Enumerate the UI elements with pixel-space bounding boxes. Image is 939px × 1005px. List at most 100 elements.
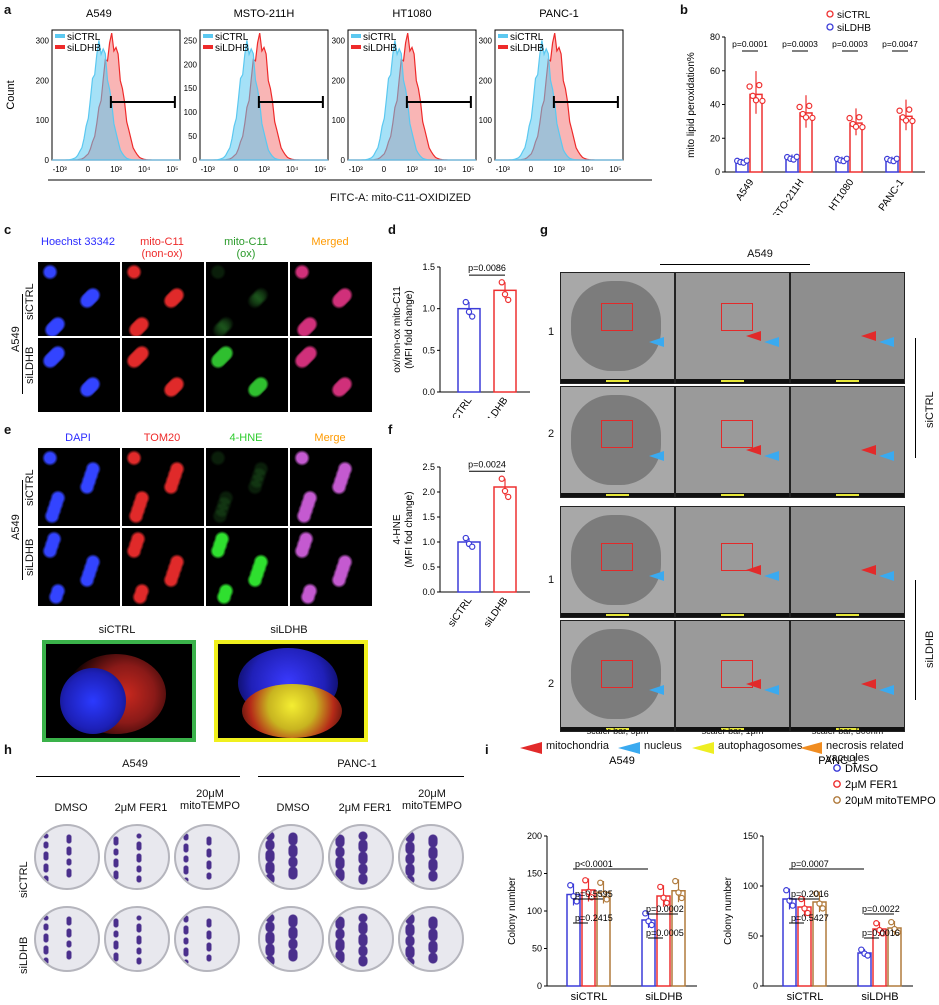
legend-ctrl-0: siCTRL xyxy=(67,32,101,43)
em-image-1-1 xyxy=(675,386,790,498)
em-image-1-2 xyxy=(790,386,905,498)
nucleus-arrow-icon xyxy=(879,685,894,695)
xtick-2-1: 0 xyxy=(382,165,387,174)
f-ylabel-1: (MFI fod change) xyxy=(404,491,415,567)
em-scalebar-3-2 xyxy=(791,727,904,731)
ytick-1-4: 200 xyxy=(184,60,198,69)
panel-e-group-line xyxy=(22,480,23,580)
panel-letter-i: i xyxy=(485,742,489,757)
ytick-3-3: 300 xyxy=(479,36,493,45)
em-zoom-box-0-0 xyxy=(601,303,633,331)
ytick-3-0: 0 xyxy=(488,156,493,165)
d-1-point-0 xyxy=(498,279,506,286)
panel-g-side-0: siCTRL xyxy=(924,391,936,428)
i-a549-pvalue-0: p=0.2415 xyxy=(575,913,613,923)
em-scalebar-0-0 xyxy=(561,379,674,383)
i-legend-0: DMSO xyxy=(845,763,878,775)
panel-a: A549 siCTRL siLDHB 0 100 200 300 -10³ 0 10³ 10⁴ 10⁵… xyxy=(0,0,680,215)
i-panc1-1-1-point-0 xyxy=(873,920,880,927)
xtick-2-0: -10³ xyxy=(349,165,364,174)
ytick-0-2: 200 xyxy=(36,76,50,85)
panel-letter-d: d xyxy=(388,222,396,237)
legend-ctrl-2: siCTRL xyxy=(363,32,397,43)
d-1-point-2 xyxy=(504,296,512,304)
i-a549-xlabel-0: siCTRL xyxy=(571,991,608,1000)
i-panc1-pvalue-3: p=0.0016 xyxy=(862,928,900,938)
e-micrograph-1-3 xyxy=(290,528,372,606)
panel-f: 0.0 0.5 1.0 1.5 2.0 2.5 4-HNE (MFI fod change) s… xyxy=(388,430,538,630)
cell-line-title-1: MSTO-211H xyxy=(234,8,295,20)
colony-plate-0-1-2 xyxy=(174,906,240,972)
panel-e-col-1: TOM20 xyxy=(143,432,181,444)
d-0-point-1 xyxy=(465,308,473,316)
xtick-0-0: -10³ xyxy=(53,165,68,174)
ytick-2-0: 0 xyxy=(341,156,346,165)
autophagosome-arrow-icon xyxy=(692,742,714,754)
i-a549-0-0-point-2 xyxy=(573,898,580,905)
panel-e-col-3: Merge xyxy=(314,432,346,444)
i-a549-1-0-point-1 xyxy=(585,888,592,896)
ytick-2-3: 300 xyxy=(332,36,346,45)
i-panc1-0-1-point-2 xyxy=(864,952,871,959)
f-0-point-2 xyxy=(468,543,476,550)
xtick-1-2: 10³ xyxy=(258,165,270,174)
xtick-3-1: 0 xyxy=(529,165,534,174)
chart-b: 0 20 40 60 80 mito lipid peroxidation% p=0.000… xyxy=(686,10,925,229)
f-bar-0 xyxy=(457,541,481,593)
colony-plate-0-0-1 xyxy=(104,824,170,890)
em-scalebar-2-2 xyxy=(791,613,904,617)
b-legend-0: siCTRL xyxy=(837,10,871,21)
h-cond-1b: 2μM FER1 xyxy=(338,802,392,814)
panel-g-side-line-0 xyxy=(915,338,916,458)
em-image-2-1 xyxy=(675,506,790,618)
em-cell-2 xyxy=(571,515,661,605)
d-ylabel-0: ox/non-ox mito-C11 xyxy=(392,286,403,373)
legend-ldhb-2: siLDHB xyxy=(363,43,397,54)
i-panc1-pvalue-0: p=0.5427 xyxy=(791,913,829,923)
siCTRL-histogram-0 xyxy=(52,40,180,161)
i-panc1-2-1-point-2 xyxy=(894,929,901,936)
i-panc1-yticklabel-2: 100 xyxy=(743,881,758,891)
i-legend-marker-1 xyxy=(833,780,841,788)
panel-c-row-1: siLDHB xyxy=(24,346,36,384)
e-micrograph-0-1 xyxy=(122,448,204,526)
nucleus-arrow-icon xyxy=(649,337,664,347)
em-scalebar-1-2 xyxy=(791,493,904,497)
b-xlabel-3: PANC-1 xyxy=(877,177,907,213)
d-yticklabel-3: 1.5 xyxy=(422,262,435,272)
i-panc1-0-1-point-0 xyxy=(858,946,865,953)
mitochondria-arrow-icon xyxy=(746,679,761,689)
b-siLDHB-0-point-0 xyxy=(746,83,753,90)
chart-d: 0.0 0.5 1.0 1.5 ox/non-ox mito-C11 (MFI fold … xyxy=(392,262,530,429)
panel-e: DAPI TOM20 4-HNE Merge A549 siCTRL siLDH… xyxy=(0,430,380,620)
legend-ctrl-3: siCTRL xyxy=(510,32,544,43)
panel-e-col-0: DAPI xyxy=(65,432,91,444)
panel-c-col-2: mito-C11 (ox) xyxy=(224,236,268,260)
b-pvalue-3: p=0.0047 xyxy=(882,39,918,49)
mitochondria-arrow-icon xyxy=(861,679,876,689)
panel-h-group-1: PANC-1 xyxy=(337,758,377,770)
f-xlabel-0: siCTRL xyxy=(446,595,474,629)
d-bar-0 xyxy=(457,307,481,393)
b-siLDHB-2-point-2 xyxy=(852,123,860,130)
i-a549-bar-0-0 xyxy=(566,893,581,987)
b-legend-marker-1 xyxy=(826,23,834,31)
i-panc1-2-0-point-2 xyxy=(819,905,826,912)
legend-mitochondria: mitochondria xyxy=(546,740,609,752)
i-a549-0-0-point-0 xyxy=(567,882,574,889)
cell-line-title-3: PANC-1 xyxy=(539,8,579,20)
panel-e-row-1: siLDHB xyxy=(24,538,36,576)
f-1-point-0 xyxy=(498,475,506,482)
em-scalebar-3-0 xyxy=(561,727,674,731)
legend-necrosis-vacuoles: necrosis related vacuoles xyxy=(826,740,904,764)
panel-g-group-line xyxy=(660,264,810,265)
ytick-0-0: 0 xyxy=(45,156,50,165)
legend-ldhb-1: siLDHB xyxy=(215,43,249,54)
e-micrograph-0-3 xyxy=(290,448,372,526)
i-legend-marker-0 xyxy=(833,764,841,772)
c-micrograph-1-0 xyxy=(38,338,120,412)
colony-plates xyxy=(34,824,474,1000)
panel-b: 0 20 40 60 80 mito lipid peroxidation% p=0.000… xyxy=(680,0,939,229)
i-panc1-pvalue-1: p=0.2016 xyxy=(791,889,829,899)
i-panc1-2-1-point-0 xyxy=(888,918,895,926)
